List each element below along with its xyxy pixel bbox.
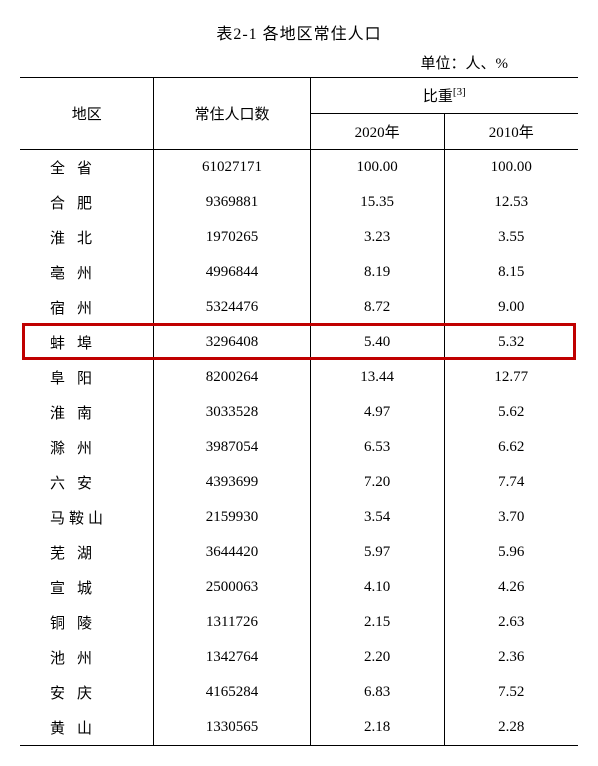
cell-pct-2020: 8.72 bbox=[310, 290, 444, 325]
cell-pct-2020: 6.53 bbox=[310, 430, 444, 465]
cell-population: 3033528 bbox=[154, 395, 310, 430]
cell-pct-2010: 12.53 bbox=[444, 185, 578, 220]
cell-population: 5324476 bbox=[154, 290, 310, 325]
cell-population: 61027171 bbox=[154, 150, 310, 186]
table-header: 地区 常住人口数 比重[3] 2020年 2010年 bbox=[20, 78, 578, 150]
cell-pct-2020: 7.20 bbox=[310, 465, 444, 500]
cell-region: 全省 bbox=[20, 150, 154, 186]
cell-population: 1342764 bbox=[154, 640, 310, 675]
cell-population: 1970265 bbox=[154, 220, 310, 255]
cell-pct-2020: 6.83 bbox=[310, 675, 444, 710]
cell-population: 4165284 bbox=[154, 675, 310, 710]
cell-pct-2020: 13.44 bbox=[310, 360, 444, 395]
cell-population: 4996844 bbox=[154, 255, 310, 290]
table-row: 池州13427642.202.36 bbox=[20, 640, 578, 675]
table-body: 全省61027171100.00100.00合肥936988115.3512.5… bbox=[20, 150, 578, 746]
table-title: 表2-1 各地区常住人口 bbox=[20, 20, 578, 44]
cell-pct-2020: 5.40 bbox=[310, 325, 444, 360]
table-row: 马鞍山21599303.543.70 bbox=[20, 500, 578, 535]
unit-label: 单位：人、% bbox=[20, 52, 578, 73]
header-year-2020: 2020年 bbox=[310, 114, 444, 150]
header-year-2010: 2010年 bbox=[444, 114, 578, 150]
table-row: 蚌埠32964085.405.32 bbox=[20, 325, 578, 360]
cell-pct-2020: 8.19 bbox=[310, 255, 444, 290]
cell-pct-2020: 4.10 bbox=[310, 570, 444, 605]
cell-region: 铜陵 bbox=[20, 605, 154, 640]
cell-region: 蚌埠 bbox=[20, 325, 154, 360]
cell-pct-2010: 4.26 bbox=[444, 570, 578, 605]
cell-pct-2020: 2.18 bbox=[310, 710, 444, 746]
cell-region: 淮南 bbox=[20, 395, 154, 430]
cell-region: 阜阳 bbox=[20, 360, 154, 395]
cell-pct-2020: 3.54 bbox=[310, 500, 444, 535]
cell-pct-2010: 12.77 bbox=[444, 360, 578, 395]
cell-pct-2020: 3.23 bbox=[310, 220, 444, 255]
cell-pct-2010: 9.00 bbox=[444, 290, 578, 325]
cell-pct-2010: 2.63 bbox=[444, 605, 578, 640]
cell-pct-2010: 100.00 bbox=[444, 150, 578, 186]
table-row: 黄山13305652.182.28 bbox=[20, 710, 578, 746]
cell-population: 2159930 bbox=[154, 500, 310, 535]
table-row: 铜陵13117262.152.63 bbox=[20, 605, 578, 640]
cell-population: 8200264 bbox=[154, 360, 310, 395]
table-row: 亳州49968448.198.15 bbox=[20, 255, 578, 290]
cell-population: 3296408 bbox=[154, 325, 310, 360]
header-population: 常住人口数 bbox=[154, 78, 310, 150]
cell-pct-2010: 5.32 bbox=[444, 325, 578, 360]
cell-pct-2020: 5.97 bbox=[310, 535, 444, 570]
cell-population: 3644420 bbox=[154, 535, 310, 570]
cell-region: 芜湖 bbox=[20, 535, 154, 570]
cell-region: 宣城 bbox=[20, 570, 154, 605]
header-region: 地区 bbox=[20, 78, 154, 150]
cell-pct-2020: 15.35 bbox=[310, 185, 444, 220]
cell-pct-2020: 2.20 bbox=[310, 640, 444, 675]
cell-region: 亳州 bbox=[20, 255, 154, 290]
cell-population: 9369881 bbox=[154, 185, 310, 220]
cell-pct-2010: 6.62 bbox=[444, 430, 578, 465]
cell-region: 安庆 bbox=[20, 675, 154, 710]
cell-region: 宿州 bbox=[20, 290, 154, 325]
cell-region: 淮北 bbox=[20, 220, 154, 255]
cell-pct-2010: 8.15 bbox=[444, 255, 578, 290]
cell-population: 2500063 bbox=[154, 570, 310, 605]
cell-pct-2010: 2.28 bbox=[444, 710, 578, 746]
cell-pct-2010: 7.74 bbox=[444, 465, 578, 500]
table-row: 安庆41652846.837.52 bbox=[20, 675, 578, 710]
header-proportion: 比重[3] bbox=[310, 78, 578, 114]
cell-region: 六安 bbox=[20, 465, 154, 500]
table-row: 芜湖36444205.975.96 bbox=[20, 535, 578, 570]
cell-population: 1330565 bbox=[154, 710, 310, 746]
table-row: 滁州39870546.536.62 bbox=[20, 430, 578, 465]
table-row: 合肥936988115.3512.53 bbox=[20, 185, 578, 220]
cell-pct-2010: 7.52 bbox=[444, 675, 578, 710]
cell-pct-2010: 5.62 bbox=[444, 395, 578, 430]
table-row: 六安43936997.207.74 bbox=[20, 465, 578, 500]
cell-region: 池州 bbox=[20, 640, 154, 675]
table-row: 全省61027171100.00100.00 bbox=[20, 150, 578, 186]
cell-population: 4393699 bbox=[154, 465, 310, 500]
cell-region: 合肥 bbox=[20, 185, 154, 220]
footnote-marker: [3] bbox=[453, 86, 466, 98]
cell-region: 黄山 bbox=[20, 710, 154, 746]
cell-pct-2010: 3.70 bbox=[444, 500, 578, 535]
population-table: 地区 常住人口数 比重[3] 2020年 2010年 全省61027171100… bbox=[20, 77, 578, 746]
header-proportion-text: 比重 bbox=[423, 89, 453, 105]
cell-pct-2010: 3.55 bbox=[444, 220, 578, 255]
table-row: 淮南30335284.975.62 bbox=[20, 395, 578, 430]
cell-region: 马鞍山 bbox=[20, 500, 154, 535]
table-row: 淮北19702653.233.55 bbox=[20, 220, 578, 255]
cell-pct-2020: 2.15 bbox=[310, 605, 444, 640]
cell-population: 3987054 bbox=[154, 430, 310, 465]
cell-pct-2010: 2.36 bbox=[444, 640, 578, 675]
cell-pct-2010: 5.96 bbox=[444, 535, 578, 570]
table-row: 宿州53244768.729.00 bbox=[20, 290, 578, 325]
cell-pct-2020: 4.97 bbox=[310, 395, 444, 430]
cell-region: 滁州 bbox=[20, 430, 154, 465]
cell-population: 1311726 bbox=[154, 605, 310, 640]
table-row: 宣城25000634.104.26 bbox=[20, 570, 578, 605]
table-row: 阜阳820026413.4412.77 bbox=[20, 360, 578, 395]
table-wrapper: 地区 常住人口数 比重[3] 2020年 2010年 全省61027171100… bbox=[20, 77, 578, 746]
cell-pct-2020: 100.00 bbox=[310, 150, 444, 186]
